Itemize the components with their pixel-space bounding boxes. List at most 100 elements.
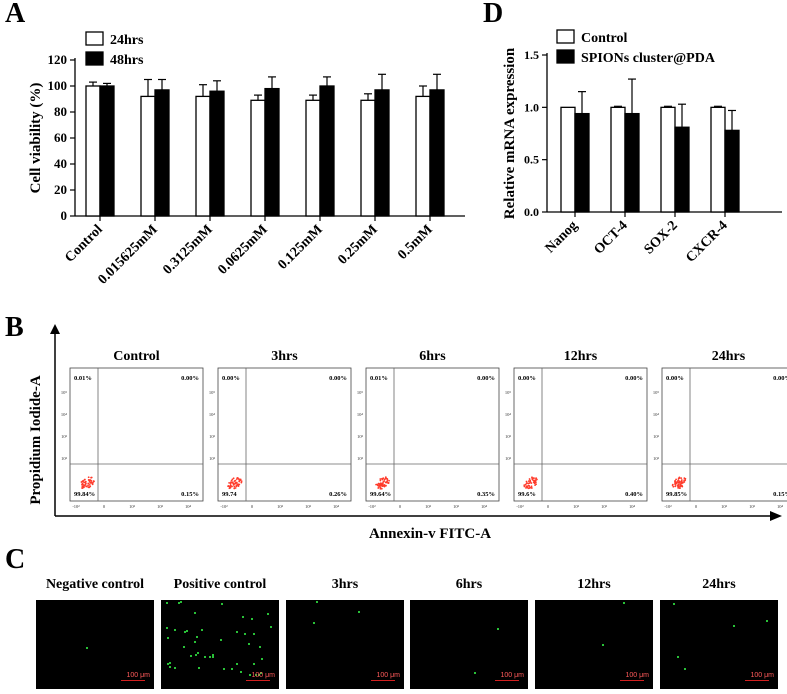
flow-event-dot	[531, 478, 534, 481]
flow-event-dot	[238, 479, 241, 482]
flow-quadrant-ll: 99.74	[222, 491, 237, 498]
a-category-label: 0.125mM	[275, 222, 325, 272]
b-y-axis-label: Propidium Iodide-A	[28, 375, 44, 504]
flow-event-dot	[530, 485, 533, 488]
d-ytick-label: 1.0	[524, 100, 539, 114]
fluorescent-spot	[240, 671, 242, 673]
flow-event-dot	[528, 478, 531, 480]
scale-bar-label: 100 μm	[376, 672, 401, 679]
flow-ytick-label: 10²	[357, 456, 364, 461]
flow-event-dot	[237, 485, 240, 487]
flow-xtick-label: 0	[103, 504, 106, 509]
fluorescent-spot	[684, 668, 686, 670]
micrograph-title: 12hrs	[577, 577, 611, 592]
flow-xtick-label: 0	[399, 504, 402, 509]
flow-event-dot	[672, 485, 675, 488]
flow-event-dot	[529, 486, 532, 489]
flow-ytick-label: 10³	[61, 434, 68, 439]
flow-ytick-label: 10³	[653, 434, 660, 439]
micrograph-title: 24hrs	[702, 577, 736, 592]
d-ytick-label: 0.5	[524, 153, 539, 167]
flow-event-dot	[535, 477, 537, 480]
flow-quadrant-lr: 0.35%	[477, 491, 495, 498]
d-legend-label: SPIONs cluster@PDA	[581, 51, 716, 66]
flow-event-dot	[90, 476, 92, 479]
panel-label-d: D	[483, 0, 504, 29]
a-legend-label: 24hrs	[110, 33, 144, 48]
fluorescent-spot	[198, 667, 200, 669]
flow-quadrant-ur: 0.00%	[477, 375, 495, 382]
a-bar-series1	[360, 99, 376, 217]
flow-ytick-label: 10³	[505, 434, 512, 439]
flow-event-dot	[386, 480, 389, 483]
flow-quadrant-ll: 99.85%	[666, 491, 687, 498]
flow-event-dot	[388, 479, 390, 482]
flow-event-dot	[84, 480, 87, 483]
flow-ytick-label: 10²	[61, 456, 68, 461]
fluorescent-spot	[253, 663, 255, 665]
flow-ytick-label: 10²	[209, 456, 216, 461]
flow-xtick-label: 10³	[157, 504, 164, 509]
flow-event-dot	[88, 486, 91, 489]
a-legend-label: 48hrs	[110, 53, 144, 68]
flow-ytick-label: 10⁴	[357, 412, 364, 417]
flow-xtick-label: 10⁴	[481, 504, 488, 509]
a-ytick-label: 120	[48, 52, 68, 67]
fluorescent-spot	[186, 630, 188, 632]
flow-event-dot	[386, 481, 389, 484]
a-bar-series1	[250, 99, 266, 217]
flow-xtick-label: 10⁴	[333, 504, 340, 509]
flow-event-dot	[231, 478, 234, 481]
flow-quadrant-ul: 0.01%	[74, 375, 92, 382]
flow-quadrant-ul: 0.00%	[222, 375, 240, 382]
flow-event-dot	[81, 487, 83, 489]
flow-event-dot	[523, 485, 526, 488]
d-bar-series2	[724, 129, 740, 213]
flow-ytick-label: 10⁴	[653, 412, 660, 417]
flow-event-dot	[380, 487, 383, 490]
scale-bar	[121, 680, 145, 681]
flow-event-dot	[528, 485, 531, 488]
flow-xtick-label: -10²	[664, 504, 672, 509]
fluorescent-spot	[260, 672, 262, 674]
fluorescent-spot	[231, 668, 233, 670]
flow-event-dot	[386, 479, 389, 481]
flow-event-dot	[87, 476, 90, 479]
fluorescent-spot	[166, 627, 168, 629]
flow-event-dot	[535, 483, 537, 486]
fluorescent-spot	[212, 656, 214, 658]
flow-xtick-label: 10²	[129, 504, 136, 509]
flow-xtick-label: 10⁴	[185, 504, 192, 509]
micrograph-title: 6hrs	[455, 577, 483, 592]
micrograph-title: Negative control	[45, 577, 145, 592]
fluorescent-spot	[251, 618, 253, 620]
flow-xtick-label: 0	[695, 504, 698, 509]
fluorescent-spot	[166, 602, 168, 604]
fluorescent-spot	[86, 647, 88, 649]
flow-event-dot	[231, 481, 234, 484]
flow-event-dot	[90, 479, 92, 482]
a-bar-series1	[85, 85, 101, 217]
flow-quadrant-lr: 0.15%	[773, 491, 787, 498]
d-ytick-label: 0.0	[524, 205, 539, 219]
flow-event-dot	[529, 480, 532, 483]
fluorescent-spot	[733, 625, 735, 627]
flow-event-dot	[85, 482, 87, 485]
fluorescent-spot	[259, 646, 261, 648]
scale-bar	[745, 680, 769, 681]
d-legend-label: Control	[581, 31, 628, 46]
panel-label-b: B	[5, 312, 24, 343]
a-bar-series2	[319, 85, 335, 217]
flow-event-dot	[679, 483, 682, 486]
fluorescent-spot	[255, 674, 257, 676]
b-x-axis-label: Annexin-v FITC-A	[369, 526, 491, 542]
fluorescent-spot	[180, 601, 182, 603]
micrograph-image: 100 μm	[36, 600, 154, 689]
fluorescent-spot	[766, 620, 768, 622]
flow-event-dot	[381, 482, 384, 485]
fluorescent-spot	[602, 644, 604, 646]
fluorescent-spot	[209, 656, 211, 658]
scale-bar	[371, 680, 395, 681]
a-bar-series2	[429, 89, 445, 217]
flow-event-dot	[379, 478, 382, 480]
